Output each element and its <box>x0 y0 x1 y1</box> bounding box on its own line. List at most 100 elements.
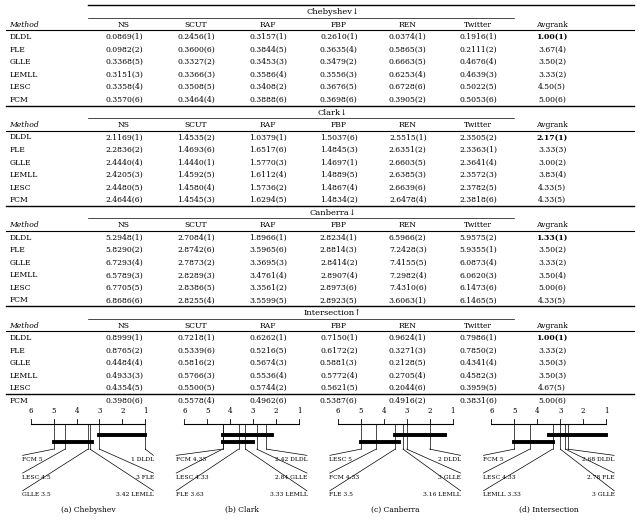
Text: 2.5515(1): 2.5515(1) <box>389 133 427 142</box>
Text: FCM: FCM <box>10 296 28 304</box>
Text: 0.3479(2): 0.3479(2) <box>320 58 358 66</box>
Text: 2 DLDL: 2 DLDL <box>438 457 461 462</box>
Text: LESC 4.33: LESC 4.33 <box>175 475 208 480</box>
Text: 0.3327(2): 0.3327(2) <box>177 58 215 66</box>
Text: LESC 4.33: LESC 4.33 <box>483 475 515 480</box>
Text: 1.0379(1): 1.0379(1) <box>250 133 287 142</box>
Text: LEMLL: LEMLL <box>10 171 38 179</box>
Text: 3 FLE: 3 FLE <box>136 475 154 480</box>
Text: Canberra↓: Canberra↓ <box>309 209 356 217</box>
Text: 6.5789(3): 6.5789(3) <box>105 271 143 279</box>
Text: FCM 4.33: FCM 4.33 <box>175 457 206 462</box>
Text: 0.4341(4): 0.4341(4) <box>460 359 497 367</box>
Text: 0.5766(3): 0.5766(3) <box>177 371 215 380</box>
Text: 0.4933(3): 0.4933(3) <box>105 371 143 380</box>
Text: Twitter: Twitter <box>465 121 492 129</box>
Text: RAF: RAF <box>260 121 276 129</box>
Text: 0.5772(4): 0.5772(4) <box>320 371 358 380</box>
Text: (d) Intersection: (d) Intersection <box>519 506 579 514</box>
Text: 0.5536(4): 0.5536(4) <box>250 371 287 380</box>
Text: 0.2111(2): 0.2111(2) <box>460 46 497 54</box>
Text: Avgrank: Avgrank <box>536 321 568 329</box>
Text: 3: 3 <box>251 407 255 415</box>
Text: REN: REN <box>399 321 417 329</box>
Text: LEMLL: LEMLL <box>10 371 38 380</box>
Text: (a) Chebyshev: (a) Chebyshev <box>61 506 115 514</box>
Text: LEMLL 3.33: LEMLL 3.33 <box>483 492 520 498</box>
Text: 0.4484(4): 0.4484(4) <box>105 359 143 367</box>
Text: FCM 5: FCM 5 <box>483 457 504 462</box>
Text: 2.6478(4): 2.6478(4) <box>389 196 427 204</box>
Text: FCM: FCM <box>10 196 28 204</box>
Text: 2.4205(3): 2.4205(3) <box>105 171 143 179</box>
Text: 3: 3 <box>97 407 102 415</box>
Text: Twitter: Twitter <box>465 321 492 329</box>
Text: 2.3505(2): 2.3505(2) <box>460 133 497 142</box>
Text: 5.00(6): 5.00(6) <box>538 96 566 104</box>
Text: Method: Method <box>10 221 39 229</box>
Text: REN: REN <box>399 21 417 29</box>
Text: 3.50(2): 3.50(2) <box>538 246 566 254</box>
Text: 2.4480(5): 2.4480(5) <box>105 183 143 192</box>
Text: 1.4592(5): 1.4592(5) <box>177 171 215 179</box>
Text: 6: 6 <box>489 407 493 415</box>
Text: 0.3508(5): 0.3508(5) <box>177 83 215 91</box>
Text: DLDL: DLDL <box>10 334 32 342</box>
Text: 2.84 GLLE: 2.84 GLLE <box>275 475 308 480</box>
Text: RAF: RAF <box>260 221 276 229</box>
Text: 1: 1 <box>143 407 148 415</box>
Text: 6.7705(5): 6.7705(5) <box>105 284 143 292</box>
Text: 0.3570(6): 0.3570(6) <box>105 96 143 104</box>
Text: GLLE: GLLE <box>10 158 31 167</box>
Text: 1.6112(4): 1.6112(4) <box>250 171 287 179</box>
Text: 0.5578(4): 0.5578(4) <box>177 396 215 405</box>
Text: 3.33(2): 3.33(2) <box>538 259 566 267</box>
Text: 0.2456(1): 0.2456(1) <box>177 33 215 41</box>
Text: 5.9575(2): 5.9575(2) <box>460 234 497 242</box>
Text: SCUT: SCUT <box>185 221 207 229</box>
Text: 0.3151(3): 0.3151(3) <box>105 71 143 79</box>
Text: NS: NS <box>118 221 130 229</box>
Text: 1.5736(2): 1.5736(2) <box>250 183 287 192</box>
Text: NS: NS <box>118 121 130 129</box>
Text: 1: 1 <box>604 407 609 415</box>
Text: 2: 2 <box>274 407 278 415</box>
Text: 2.1169(1): 2.1169(1) <box>105 133 143 142</box>
Text: 1.6294(5): 1.6294(5) <box>250 196 287 204</box>
Text: 4.33(5): 4.33(5) <box>538 296 566 304</box>
Text: 0.6172(2): 0.6172(2) <box>320 346 358 355</box>
Text: DLDL: DLDL <box>10 133 32 142</box>
Text: 6.0873(4): 6.0873(4) <box>460 259 497 267</box>
Text: FBP: FBP <box>331 121 347 129</box>
Text: SCUT: SCUT <box>185 21 207 29</box>
Text: 0.3698(6): 0.3698(6) <box>320 96 358 104</box>
Text: FCM 4.33: FCM 4.33 <box>329 475 360 480</box>
Text: 7.4310(6): 7.4310(6) <box>389 284 427 292</box>
Text: REN: REN <box>399 121 417 129</box>
Text: 1.4580(4): 1.4580(4) <box>177 183 215 192</box>
Text: 1.00(1): 1.00(1) <box>536 33 568 41</box>
Text: Chebyshev↓: Chebyshev↓ <box>306 8 359 16</box>
Text: GLLE: GLLE <box>10 359 31 367</box>
Text: FCM: FCM <box>10 96 28 104</box>
Text: 2.7873(2): 2.7873(2) <box>177 259 215 267</box>
Text: 2.8234(1): 2.8234(1) <box>320 234 358 242</box>
Text: LEMLL: LEMLL <box>10 271 38 279</box>
Text: 5: 5 <box>358 407 363 415</box>
Text: Method: Method <box>10 121 39 129</box>
Text: 0.3676(5): 0.3676(5) <box>320 83 358 91</box>
Text: 0.5621(5): 0.5621(5) <box>320 384 358 392</box>
Text: LESC 4.5: LESC 4.5 <box>22 475 51 480</box>
Text: 0.3556(3): 0.3556(3) <box>320 71 358 79</box>
Text: 3.3695(3): 3.3695(3) <box>249 259 287 267</box>
Text: 0.7218(1): 0.7218(1) <box>177 334 215 342</box>
Text: GLLE: GLLE <box>10 58 31 66</box>
Text: 0.5500(5): 0.5500(5) <box>177 384 215 392</box>
Text: FLE: FLE <box>10 246 26 254</box>
Text: 1.8966(1): 1.8966(1) <box>250 234 287 242</box>
Text: (b) Clark: (b) Clark <box>225 506 259 514</box>
Text: SCUT: SCUT <box>185 321 207 329</box>
Text: 1.4440(1): 1.4440(1) <box>177 158 215 167</box>
Text: 3.33(3): 3.33(3) <box>538 146 566 154</box>
Text: 5: 5 <box>51 407 56 415</box>
